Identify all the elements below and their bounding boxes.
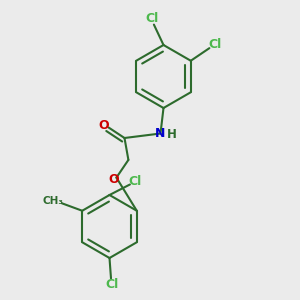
Text: N: N: [154, 127, 165, 140]
Text: Cl: Cl: [105, 278, 118, 292]
Text: CH₃: CH₃: [43, 196, 64, 206]
Text: Cl: Cl: [146, 11, 159, 25]
Text: H: H: [167, 128, 177, 141]
Text: Cl: Cl: [208, 38, 221, 51]
Text: O: O: [109, 173, 119, 186]
Text: O: O: [98, 118, 109, 132]
Text: Cl: Cl: [129, 175, 142, 188]
